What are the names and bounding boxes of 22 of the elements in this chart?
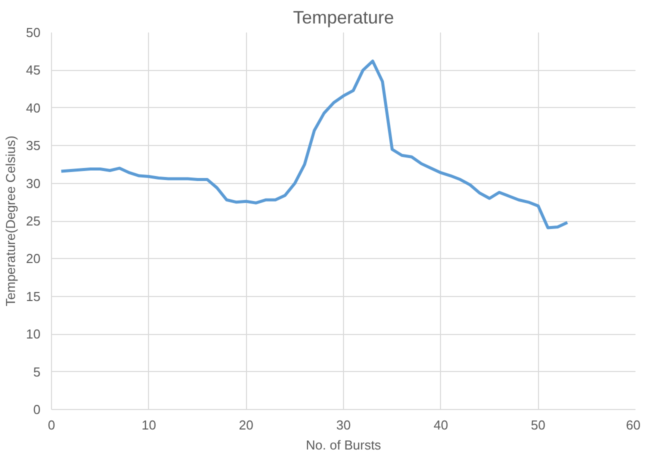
- y-tick-label: 50: [26, 25, 41, 40]
- y-tick-label: 35: [26, 138, 41, 154]
- x-tick-label: 50: [530, 418, 546, 432]
- y-tick-label: 0: [33, 402, 41, 417]
- x-tick-label: 0: [48, 418, 56, 432]
- line-series: [60, 60, 569, 230]
- chart-title: Temperature: [292, 8, 394, 28]
- y-tick-label: 30: [26, 176, 41, 191]
- y-tick-label: 25: [26, 214, 41, 228]
- x-axis-title: No. of Bursts: [306, 438, 382, 452]
- y-tick-label: 20: [26, 251, 41, 266]
- y-tick-label: 5: [33, 364, 41, 380]
- y-tick-label: 45: [26, 62, 41, 78]
- x-tick-label: 40: [434, 418, 448, 432]
- x-tick-label: 30: [336, 418, 351, 432]
- y-tick-label: 15: [26, 288, 41, 304]
- y-tick-label: 40: [26, 100, 41, 116]
- y-axis-title: Temperature(Degree Celsius): [3, 136, 18, 306]
- x-tick-label: 60: [626, 418, 641, 432]
- x-tick-label: 10: [142, 418, 156, 432]
- x-tick-label: 20: [238, 418, 254, 432]
- y-tick-label: 10: [26, 326, 41, 342]
